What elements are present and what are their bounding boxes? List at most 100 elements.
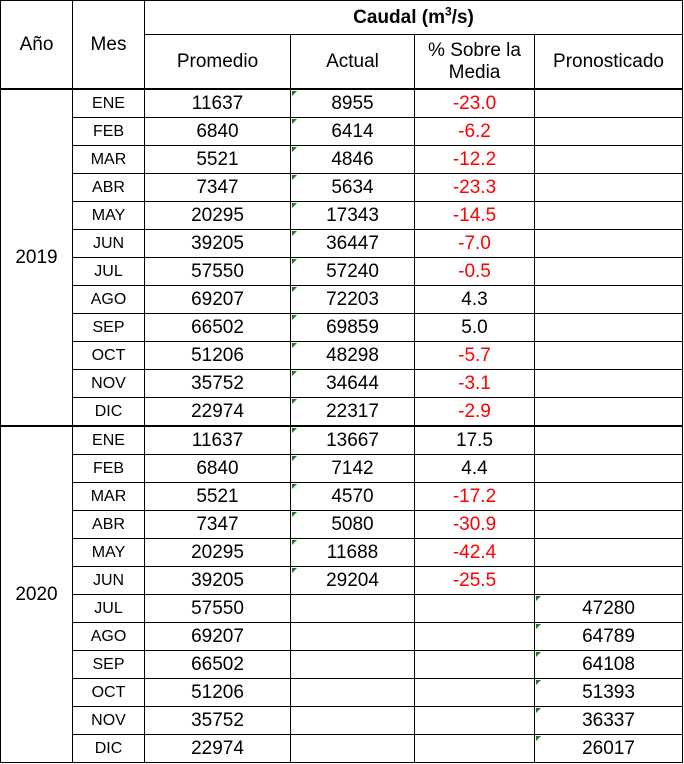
- header-caudal: Caudal (m3/s): [144, 0, 683, 35]
- month-cell: FEB: [72, 454, 145, 483]
- actual-cell: [290, 650, 415, 679]
- actual-cell: 4846: [290, 145, 415, 174]
- pronosticado-cell: 36337: [534, 706, 683, 735]
- pronosticado-cell: [534, 425, 683, 455]
- table-row: MAR 5521 4846 -12.2: [1, 145, 683, 174]
- pct-cell: -14.5: [414, 201, 535, 230]
- pronosticado-cell: [534, 538, 683, 567]
- table-row: NOV 35752 36337: [1, 706, 683, 735]
- table-row: DIC 22974 26017: [1, 734, 683, 763]
- header-pronosticado: Pronosticado: [534, 34, 683, 90]
- actual-cell: [290, 706, 415, 735]
- month-cell: MAY: [72, 201, 145, 230]
- actual-cell: 11688: [290, 538, 415, 567]
- promedio-cell: 22974: [144, 397, 291, 427]
- caudal-superscript: 3: [444, 4, 452, 19]
- table-row: SEP 66502 64108: [1, 650, 683, 679]
- month-cell: DIC: [72, 734, 145, 763]
- header-sobre-media: % Sobre la Media: [414, 34, 535, 90]
- table-body: 2019 ENE 11637 8955 -23.0 FEB 6840 6414 -6.2 MAR 5…: [0, 88, 683, 763]
- promedio-cell: 7347: [144, 173, 291, 202]
- month-cell: ENE: [72, 425, 145, 455]
- actual-cell: 29204: [290, 566, 415, 595]
- pct-cell: 4.4: [414, 454, 535, 483]
- pronosticado-cell: 64789: [534, 622, 683, 651]
- promedio-cell: 5521: [144, 145, 291, 174]
- month-cell: SEP: [72, 313, 145, 342]
- promedio-cell: 51206: [144, 678, 291, 707]
- month-cell: JUN: [72, 229, 145, 258]
- promedio-cell: 66502: [144, 313, 291, 342]
- table-row: AGO 69207 64789: [1, 622, 683, 651]
- month-cell: MAY: [72, 538, 145, 567]
- promedio-cell: 66502: [144, 650, 291, 679]
- pct-cell: [414, 706, 535, 735]
- pronosticado-cell: [534, 117, 683, 146]
- table-row: MAY 20295 17343 -14.5: [1, 201, 683, 230]
- pct-cell: -2.9: [414, 397, 535, 427]
- month-cell: MAR: [72, 145, 145, 174]
- pct-cell: -12.2: [414, 145, 535, 174]
- pronosticado-cell: 64108: [534, 650, 683, 679]
- pct-cell: [414, 594, 535, 623]
- actual-cell: 5634: [290, 173, 415, 202]
- pronosticado-cell: [534, 369, 683, 398]
- pct-cell: -17.2: [414, 482, 535, 511]
- actual-cell: 8955: [290, 88, 415, 118]
- actual-cell: 6414: [290, 117, 415, 146]
- promedio-cell: 39205: [144, 566, 291, 595]
- table-row: FEB 6840 7142 4.4: [1, 454, 683, 483]
- pronosticado-cell: [534, 313, 683, 342]
- caudal-prefix: Caudal (m: [353, 6, 445, 28]
- pct-cell: -3.1: [414, 369, 535, 398]
- header-mes: Mes: [72, 0, 145, 90]
- pronosticado-cell: [534, 454, 683, 483]
- actual-cell: 57240: [290, 257, 415, 286]
- table-row: ABR 7347 5080 -30.9: [1, 510, 683, 539]
- promedio-cell: 51206: [144, 341, 291, 370]
- actual-cell: 5080: [290, 510, 415, 539]
- year-cell: 2019: [0, 88, 73, 427]
- pronosticado-cell: [534, 510, 683, 539]
- pronosticado-cell: [534, 341, 683, 370]
- pct-cell: [414, 678, 535, 707]
- pronosticado-cell: 51393: [534, 678, 683, 707]
- month-cell: OCT: [72, 678, 145, 707]
- month-cell: AGO: [72, 285, 145, 314]
- month-cell: MAR: [72, 482, 145, 511]
- promedio-cell: 69207: [144, 285, 291, 314]
- table-row: 2020 ENE 11637 13667 17.5: [0, 425, 683, 763]
- table-row: JUL 57550 57240 -0.5: [1, 257, 683, 286]
- promedio-cell: 5521: [144, 482, 291, 511]
- actual-cell: [290, 678, 415, 707]
- actual-cell: [290, 622, 415, 651]
- actual-cell: 7142: [290, 454, 415, 483]
- promedio-cell: 39205: [144, 229, 291, 258]
- actual-cell: 4570: [290, 482, 415, 511]
- pct-cell: -5.7: [414, 341, 535, 370]
- table-row: OCT 51206 48298 -5.7: [1, 341, 683, 370]
- pct-cell: -23.3: [414, 173, 535, 202]
- pct-cell: -25.5: [414, 566, 535, 595]
- promedio-cell: 22974: [144, 734, 291, 763]
- year-cell: 2020: [0, 425, 73, 763]
- pct-cell: -30.9: [414, 510, 535, 539]
- pronosticado-cell: 47280: [534, 594, 683, 623]
- actual-cell: 48298: [290, 341, 415, 370]
- pronosticado-cell: [534, 145, 683, 174]
- actual-cell: 13667: [290, 425, 415, 455]
- promedio-cell: 57550: [144, 257, 291, 286]
- month-cell: SEP: [72, 650, 145, 679]
- pronosticado-cell: [534, 397, 683, 427]
- actual-cell: 22317: [290, 397, 415, 427]
- actual-cell: 36447: [290, 229, 415, 258]
- table-row: SEP 66502 69859 5.0: [1, 313, 683, 342]
- pronosticado-cell: [534, 173, 683, 202]
- promedio-cell: 20295: [144, 538, 291, 567]
- month-cell: JUL: [72, 594, 145, 623]
- header-promedio: Promedio: [144, 34, 291, 90]
- table-row: FEB 6840 6414 -6.2: [1, 117, 683, 146]
- actual-cell: 17343: [290, 201, 415, 230]
- promedio-cell: 57550: [144, 594, 291, 623]
